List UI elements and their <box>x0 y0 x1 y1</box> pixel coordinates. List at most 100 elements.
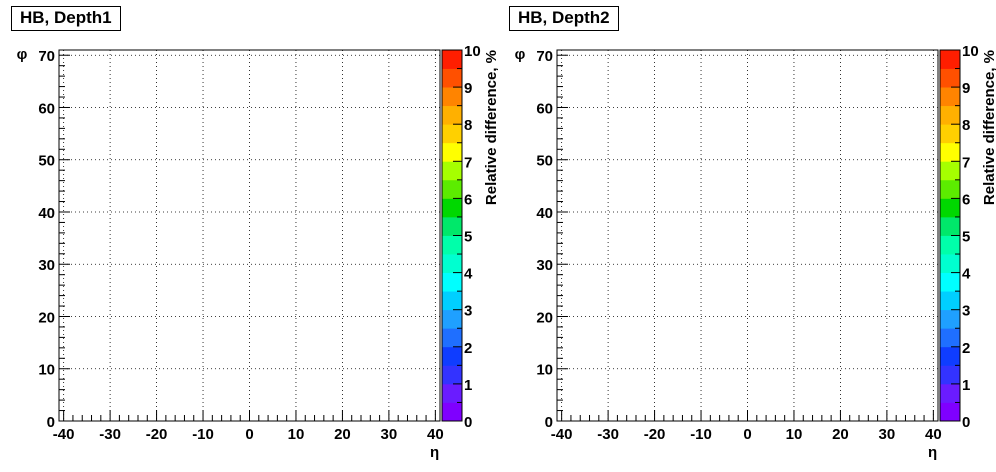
x-tick-label: -30 <box>99 426 121 443</box>
palette-swatch <box>940 179 960 199</box>
palette-tick-label: 7 <box>464 154 472 171</box>
y-tick-label: 0 <box>47 414 55 431</box>
palette-swatch <box>442 328 462 348</box>
y-tick-label: 50 <box>38 153 55 170</box>
x-tick-label: -40 <box>53 426 75 443</box>
x-tick-label: 10 <box>288 426 305 443</box>
palette-tick-label: 7 <box>962 154 970 171</box>
x-tick-label: -10 <box>192 426 214 443</box>
palette-swatch <box>940 254 960 273</box>
palette-swatch <box>940 272 960 292</box>
palette-tick-label: 3 <box>962 303 970 320</box>
y-tick-label: 20 <box>536 309 553 326</box>
palette-swatch <box>940 291 960 311</box>
palette-tick-label: 6 <box>962 191 970 208</box>
x-tick-label: 0 <box>245 426 253 443</box>
palette-tick-label: 1 <box>464 377 472 394</box>
y-tick-label: 40 <box>536 205 553 222</box>
palette-swatch <box>940 309 960 329</box>
x-tick-label: -20 <box>644 426 666 443</box>
palette-tick-label: 3 <box>464 303 472 320</box>
y-tick-label: 30 <box>38 257 55 274</box>
palette-tick-label: 1 <box>962 377 970 394</box>
palette-axis-label: Relative difference, % <box>483 50 498 205</box>
y-tick-label: 70 <box>38 48 55 65</box>
chart-title-depth1: HB, Depth1 <box>11 6 121 31</box>
palette-swatch <box>940 50 960 69</box>
palette-swatch <box>940 198 960 218</box>
chart-panel-depth2: -40 -30 -20 -10 0 10 20 30 40 0 10 20 30 40 50 60 70 η φ 0 1… <box>498 0 996 472</box>
x-tick-label: 20 <box>832 426 849 443</box>
palette-tick-label: 4 <box>464 266 473 283</box>
chart-panel-depth1: -40 -30 -20 -10 0 10 20 30 40 0 10 20 30 40 50 60 70 η φ 0 1… <box>11 6 498 461</box>
palette-swatch <box>442 383 462 403</box>
palette-swatch <box>442 254 462 273</box>
x-tick-label: 20 <box>334 426 351 443</box>
x-tick-label: -30 <box>597 426 619 443</box>
palette-swatch <box>442 235 462 255</box>
palette-swatch <box>442 272 462 292</box>
palette-swatch <box>442 346 462 366</box>
palette-swatch <box>940 87 960 107</box>
palette-tick-label: 0 <box>962 414 970 431</box>
heatmap-depth1: -40 -30 -20 -10 0 10 20 30 40 0 10 20 30 40 50 60 70 η φ 0 1… <box>17 43 498 461</box>
palette-swatch <box>442 179 462 199</box>
y-axis-label: φ <box>515 46 526 63</box>
palette-swatch <box>940 402 960 422</box>
y-tick-label: 50 <box>536 153 553 170</box>
heatmap-depth2: -40 -30 -20 -10 0 10 20 30 40 0 10 20 30 40 50 60 70 η φ 0 1… <box>515 43 996 461</box>
y-tick-label: 20 <box>38 309 55 326</box>
palette-swatch <box>940 235 960 255</box>
palette-tick-label: 9 <box>962 80 970 97</box>
palette-tick-label: 0 <box>464 414 472 431</box>
palette-swatch <box>442 309 462 329</box>
palette-swatch <box>442 402 462 422</box>
y-tick-label: 10 <box>536 362 553 379</box>
x-tick-label: 40 <box>427 426 444 443</box>
palette-swatch <box>940 328 960 348</box>
x-axis-label: η <box>430 444 439 461</box>
plot-area <box>557 50 938 421</box>
palette-tick-label: 6 <box>464 191 472 208</box>
y-tick-label: 40 <box>38 205 55 222</box>
palette-swatch <box>940 68 960 88</box>
palette-tick-label: 9 <box>464 80 472 97</box>
palette-swatch <box>940 346 960 366</box>
palette-tick-label: 5 <box>464 229 472 246</box>
y-tick-label: 0 <box>545 414 553 431</box>
palette-tick-label: 2 <box>464 340 472 357</box>
palette-tick-label: 8 <box>962 117 970 134</box>
x-tick-label: -10 <box>690 426 712 443</box>
palette-tick-label: 10 <box>962 43 979 60</box>
palette-swatch <box>940 365 960 385</box>
palette-swatch <box>442 105 462 125</box>
palette-swatch <box>442 365 462 385</box>
palette-tick-label: 5 <box>962 229 970 246</box>
x-tick-label: 40 <box>925 426 942 443</box>
x-tick-label: -20 <box>146 426 168 443</box>
palette-swatch <box>940 383 960 403</box>
palette-swatch <box>442 161 462 181</box>
palette-tick-label: 8 <box>464 117 472 134</box>
x-tick-label: -40 <box>551 426 573 443</box>
x-tick-label: 0 <box>743 426 751 443</box>
palette-swatch <box>442 291 462 311</box>
palette-tick-label: 2 <box>962 340 970 357</box>
y-tick-label: 70 <box>536 48 553 65</box>
y-axis-label: φ <box>17 46 28 63</box>
palette-swatch <box>442 87 462 107</box>
palette-swatch <box>442 198 462 218</box>
y-tick-label: 30 <box>536 257 553 274</box>
x-tick-label: 30 <box>381 426 398 443</box>
palette-axis-label: Relative difference, % <box>981 50 996 205</box>
palette-swatch <box>940 105 960 125</box>
palette-swatch <box>442 124 462 144</box>
palette-tick-label: 10 <box>464 43 481 60</box>
x-axis-label: η <box>928 444 937 461</box>
chart-title-depth2: HB, Depth2 <box>509 6 619 31</box>
x-tick-label: 30 <box>879 426 896 443</box>
palette-swatch <box>940 124 960 144</box>
y-tick-label: 60 <box>38 100 55 117</box>
y-tick-label: 60 <box>536 100 553 117</box>
palette-swatch <box>940 142 960 162</box>
